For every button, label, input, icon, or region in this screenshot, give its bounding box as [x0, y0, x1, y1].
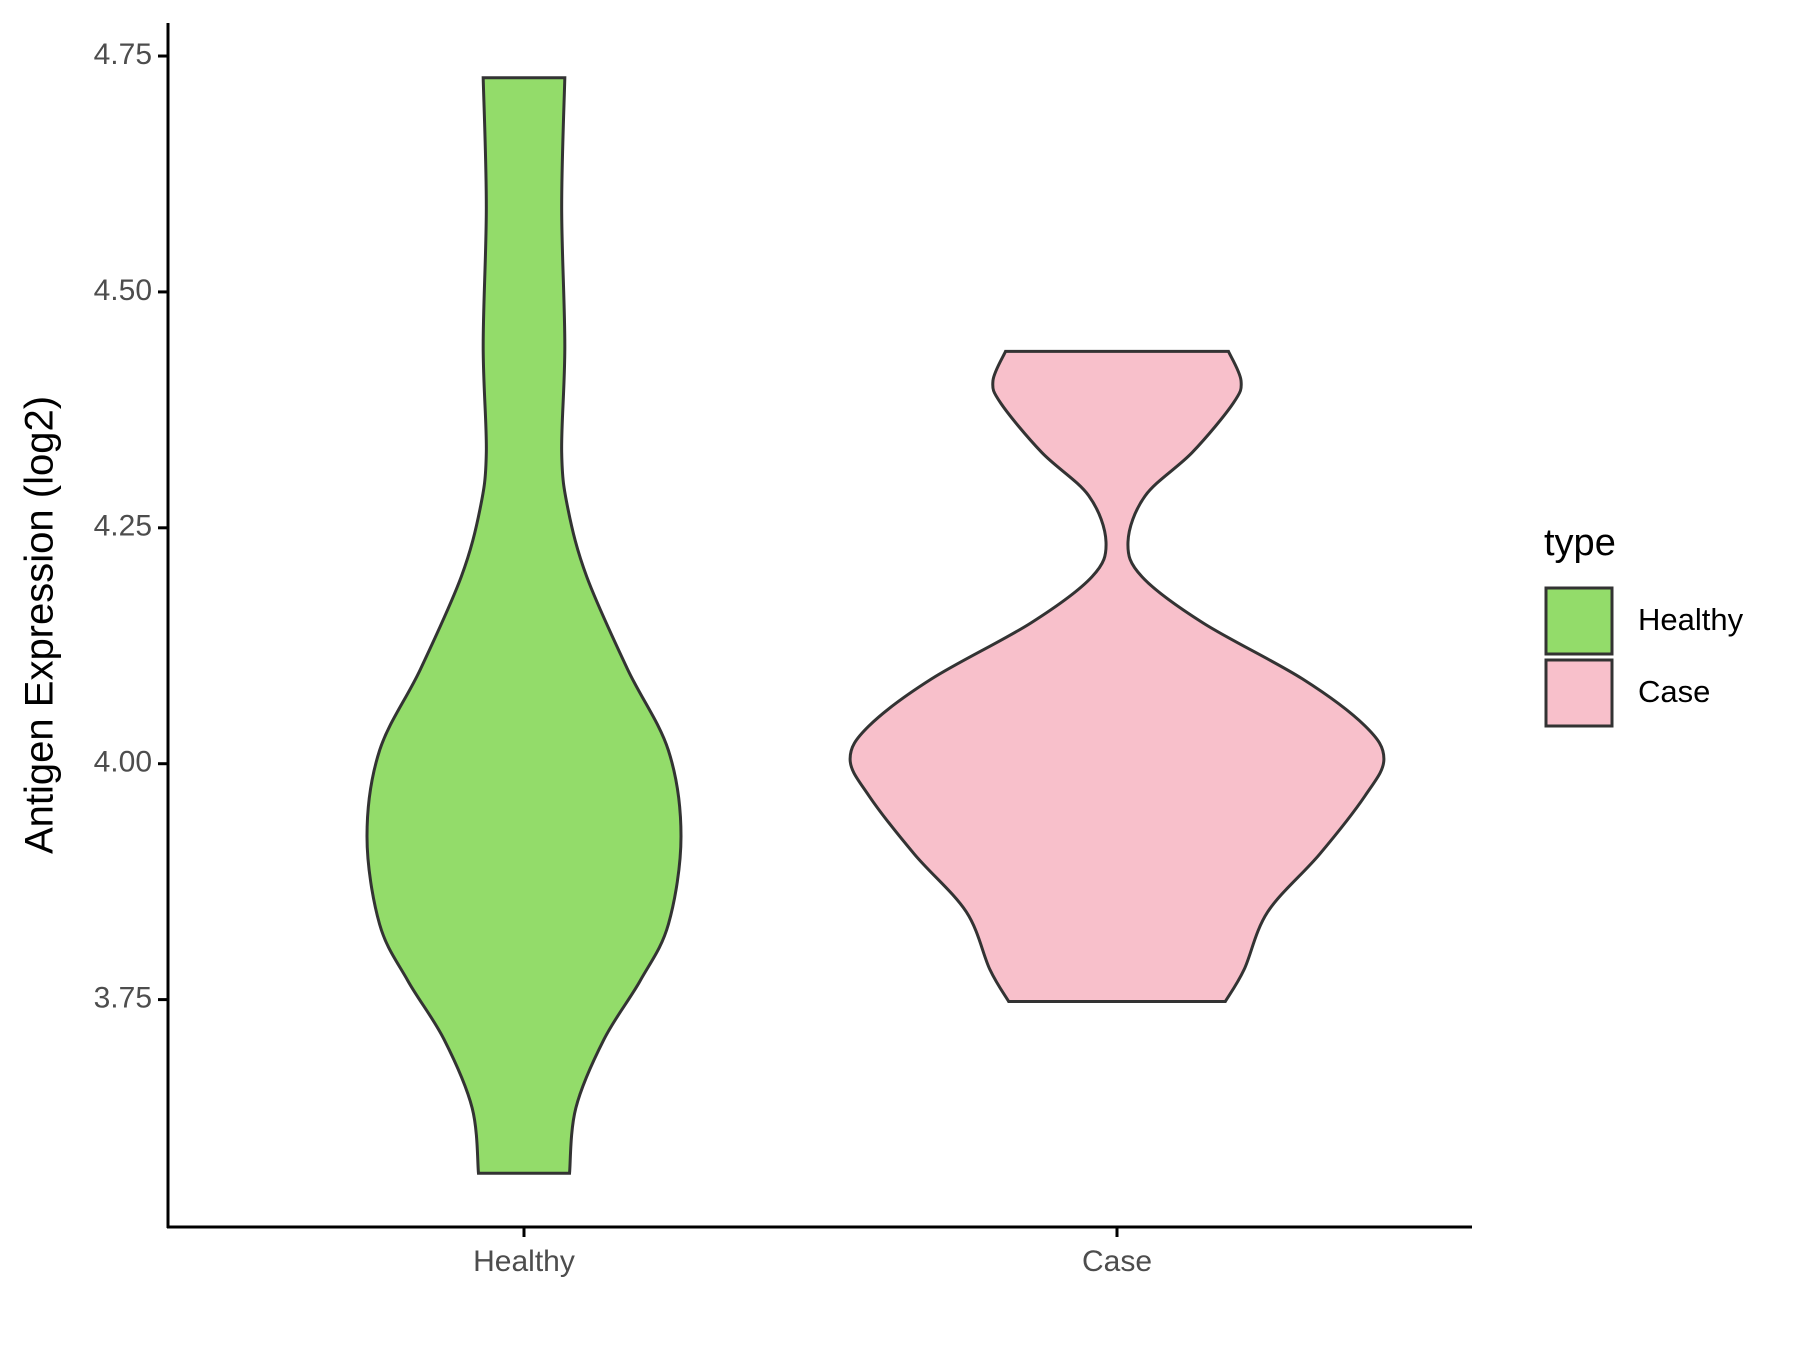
legend-label: Case [1638, 674, 1710, 709]
x-tick-label: Healthy [473, 1245, 575, 1278]
legend-title: type [1544, 522, 1616, 564]
violin [365, 76, 683, 1175]
y-tick-label: 4.75 [94, 38, 152, 71]
legend-key [1544, 658, 1614, 728]
y-tick-label: 4.25 [94, 510, 152, 543]
violin [848, 349, 1386, 1003]
legend-label: Healthy [1638, 602, 1744, 637]
y-tick-label: 3.75 [94, 982, 152, 1015]
y-tick-label: 4.00 [94, 746, 152, 779]
y-tick-label: 4.50 [94, 274, 152, 307]
x-tick-label: Case [1082, 1245, 1152, 1278]
legend-key [1544, 586, 1614, 656]
y-axis-label: Antigen Expression (log2) [18, 396, 62, 854]
